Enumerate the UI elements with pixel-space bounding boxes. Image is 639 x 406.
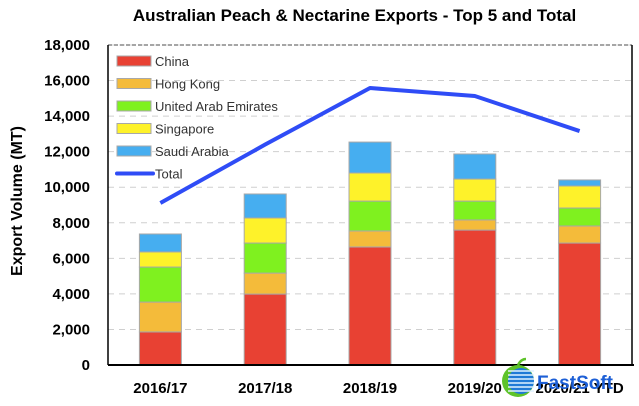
bar-segment-singapore	[348, 172, 392, 202]
bar-segment-saudi-arabia	[558, 179, 602, 187]
y-tick-label: 4,000	[52, 286, 90, 303]
x-tick-label: 2018/19	[343, 380, 397, 397]
y-tick-label: 6,000	[52, 250, 90, 267]
y-tick-label: 12,000	[44, 144, 90, 161]
bar-segment-china	[453, 229, 497, 366]
x-axis-ticks: 2016/17 2017/18 2018/19 2019/20 2020/21 YTD	[133, 380, 624, 397]
chart-title: Australian Peach & Nectarine Exports - T…	[132, 6, 577, 25]
legend-item-united-arab-emirates: United Arab Emirates	[116, 99, 278, 114]
y-tick-label: 14,000	[44, 108, 90, 125]
legend-swatch	[116, 100, 152, 112]
bar-segment-hong-kong	[453, 219, 497, 231]
y-tick-label: 10,000	[44, 179, 90, 196]
bar-segment-china	[558, 242, 602, 366]
plot-frame	[107, 44, 634, 366]
bar-stack	[453, 153, 497, 366]
legend-item-saudi-arabia: Saudi Arabia	[116, 144, 229, 159]
legend-label: United Arab Emirates	[155, 99, 278, 114]
legend-label: Singapore	[155, 122, 214, 137]
y-tick-label: 0	[82, 357, 90, 374]
x-tick-label: 2016/17	[133, 380, 187, 397]
legend-swatch	[116, 55, 152, 67]
watermark-text: FastSoft	[537, 373, 614, 394]
bar-segment-hong-kong	[243, 272, 287, 295]
bar-segment-singapore	[243, 217, 287, 244]
bar-segment-united-arab-emirates	[243, 242, 287, 274]
legend-label: Saudi Arabia	[155, 144, 229, 159]
bar-segment-singapore	[558, 185, 602, 209]
y-tick-label: 16,000	[44, 73, 90, 90]
bar-segment-singapore	[453, 178, 497, 202]
bar-stack	[348, 141, 392, 366]
x-tick-label: 2019/20	[448, 380, 502, 397]
bar-segment-hong-kong	[348, 230, 392, 248]
legend-item-total: Total	[115, 167, 183, 182]
y-tick-label: 8,000	[52, 215, 90, 232]
x-tick-label: 2020/21 YTD	[536, 380, 624, 397]
total-line	[159, 86, 581, 205]
total-line-path	[159, 86, 581, 205]
y-tick-label: 18,000	[44, 37, 90, 54]
stacked-bars	[138, 141, 602, 366]
legend-label: China	[155, 54, 190, 69]
bar-segment-united-arab-emirates	[453, 200, 497, 221]
legend: China Hong Kong United Arab Emirates Singap…	[115, 54, 278, 182]
bar-segment-china	[243, 293, 287, 366]
bar-segment-saudi-arabia	[138, 233, 182, 253]
bar-segment-hong-kong	[138, 301, 182, 333]
x-tick-label: 2017/18	[238, 380, 292, 397]
legend-item-china: China	[116, 54, 190, 69]
bar-segment-saudi-arabia	[453, 153, 497, 180]
bar-segment-united-arab-emirates	[348, 200, 392, 232]
bar-segment-united-arab-emirates	[138, 266, 182, 303]
y-tick-label: 2,000	[52, 321, 90, 338]
bar-stack	[243, 193, 287, 366]
legend-label: Hong Kong	[155, 77, 220, 92]
bar-segment-china	[348, 246, 392, 366]
bar-segment-united-arab-emirates	[558, 207, 602, 227]
globe-logo-icon	[502, 357, 534, 397]
bar-segment-saudi-arabia	[348, 141, 392, 174]
bar-stack	[138, 233, 182, 366]
bar-segment-singapore	[138, 251, 182, 268]
legend-swatch	[116, 78, 152, 89]
bar-segment-china	[138, 331, 182, 366]
legend-swatch	[116, 123, 152, 134]
legend-item-hong-kong: Hong Kong	[116, 77, 220, 92]
y-axis-ticks: 0 2,000 4,000 6,000 8,000 10,000 12,000 14,000 1…	[44, 37, 90, 374]
bar-segment-hong-kong	[558, 225, 602, 244]
bar-stack	[558, 179, 602, 366]
watermark: FastSoft	[502, 357, 614, 397]
legend-item-singapore: Singapore	[116, 122, 214, 137]
bar-segment-saudi-arabia	[243, 193, 287, 219]
legend-label: Total	[155, 167, 183, 182]
legend-swatch	[116, 145, 152, 157]
